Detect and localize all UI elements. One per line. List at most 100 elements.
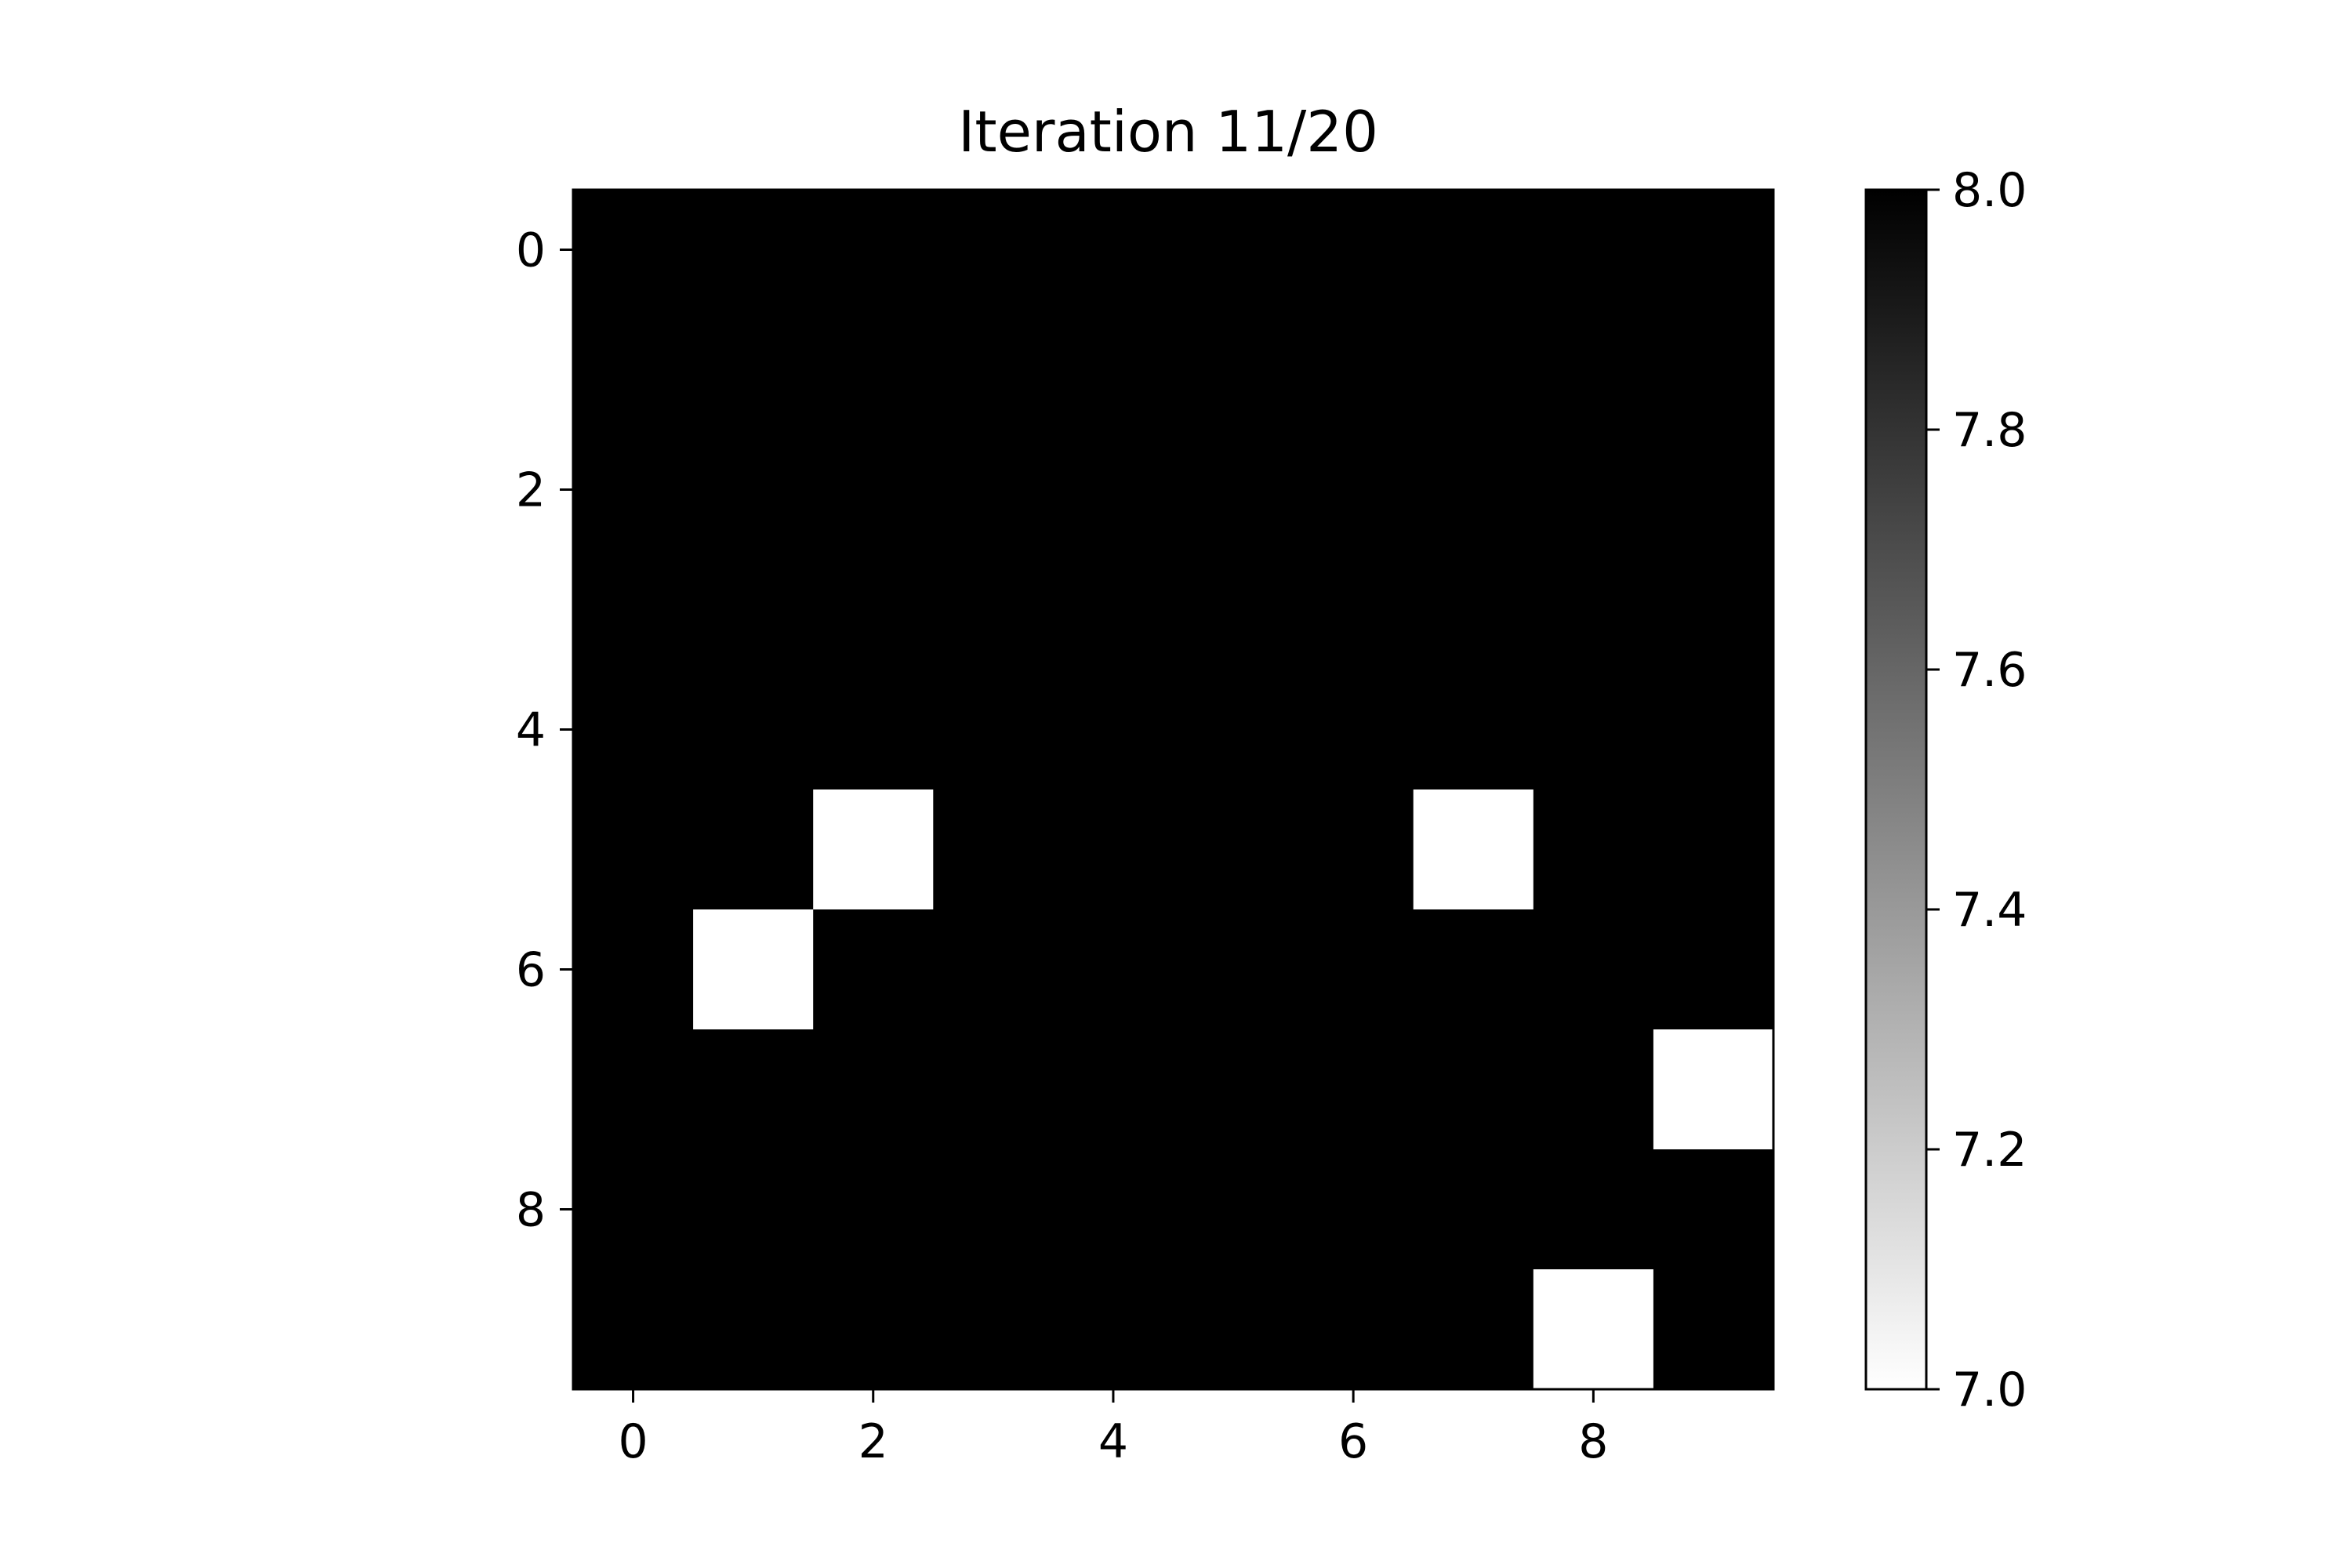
heatmap-cell-r9-c8 bbox=[1533, 1269, 1654, 1390]
colorbar bbox=[1866, 190, 1926, 1389]
heatmap-cell-r5-c3 bbox=[933, 789, 1054, 910]
heatmap-cell-r7-c9 bbox=[1653, 1029, 1774, 1150]
heatmap-cell-r7-c4 bbox=[1053, 1029, 1174, 1150]
heatmap-cell-r2-c9 bbox=[1653, 430, 1774, 550]
heatmap-cell-r8-c5 bbox=[1173, 1149, 1294, 1270]
heatmap-cell-r3-c5 bbox=[1173, 550, 1294, 670]
heatmap-cell-r4-c7 bbox=[1413, 670, 1534, 790]
heatmap-cell-r9-c2 bbox=[813, 1269, 934, 1390]
y-tick-label: 6 bbox=[516, 943, 546, 998]
heatmap-cell-r4-c3 bbox=[933, 670, 1054, 790]
heatmap-cell-r1-c8 bbox=[1533, 310, 1654, 430]
heatmap-cell-r1-c4 bbox=[1053, 310, 1174, 430]
heatmap-cell-r5-c5 bbox=[1173, 789, 1294, 910]
heatmap-cell-r0-c4 bbox=[1053, 190, 1174, 310]
heatmap-cell-r3-c7 bbox=[1413, 550, 1534, 670]
heatmap-cell-r2-c0 bbox=[573, 430, 694, 550]
plot-frame bbox=[572, 188, 1775, 1391]
heatmap-cell-r9-c7 bbox=[1413, 1269, 1534, 1390]
heatmap-cell-r9-c5 bbox=[1173, 1269, 1294, 1390]
heatmap-cell-r5-c7 bbox=[1413, 789, 1534, 910]
heatmap-cell-r8-c8 bbox=[1533, 1149, 1654, 1270]
heatmap-cell-r9-c1 bbox=[693, 1269, 814, 1390]
heatmap-cell-r6-c0 bbox=[573, 909, 694, 1030]
heatmap-cell-r7-c8 bbox=[1533, 1029, 1654, 1150]
heatmap-cell-r0-c5 bbox=[1173, 190, 1294, 310]
heatmap-cell-r5-c4 bbox=[1053, 789, 1174, 910]
x-tick-label: 6 bbox=[1338, 1414, 1368, 1469]
heatmap-cell-r2-c6 bbox=[1293, 430, 1414, 550]
heatmap-cell-r1-c7 bbox=[1413, 310, 1534, 430]
heatmap-cell-r2-c1 bbox=[693, 430, 814, 550]
heatmap-cell-r3-c4 bbox=[1053, 550, 1174, 670]
heatmap-cell-r4-c5 bbox=[1173, 670, 1294, 790]
heatmap-cell-r1-c6 bbox=[1293, 310, 1414, 430]
heatmap-cell-r3-c3 bbox=[933, 550, 1054, 670]
heatmap-cell-r9-c3 bbox=[933, 1269, 1054, 1390]
heatmap-cell-r7-c3 bbox=[933, 1029, 1054, 1150]
heatmap-cell-r6-c9 bbox=[1653, 909, 1774, 1030]
colorbar-tick-label: 8.0 bbox=[1952, 163, 2027, 218]
x-tick-label: 0 bbox=[618, 1414, 648, 1469]
heatmap-cell-r5-c0 bbox=[573, 789, 694, 910]
heatmap-cell-r2-c7 bbox=[1413, 430, 1534, 550]
heatmap-cell-r3-c0 bbox=[573, 550, 694, 670]
heatmap-cell-r4-c2 bbox=[813, 670, 934, 790]
heatmap-cells bbox=[573, 190, 1774, 1390]
y-tick-label: 2 bbox=[516, 463, 546, 518]
heatmap-cell-r5-c2 bbox=[813, 789, 934, 910]
colorbar-tick-label: 7.6 bbox=[1952, 643, 2027, 698]
heatmap-cell-r2-c3 bbox=[933, 430, 1054, 550]
heatmap-cell-r3-c2 bbox=[813, 550, 934, 670]
heatmap-cell-r0-c9 bbox=[1653, 190, 1774, 310]
heatmap-cell-r0-c1 bbox=[693, 190, 814, 310]
heatmap-cell-r5-c1 bbox=[693, 789, 814, 910]
heatmap-cell-r4-c6 bbox=[1293, 670, 1414, 790]
heatmap-cell-r3-c8 bbox=[1533, 550, 1654, 670]
y-tick-label: 0 bbox=[516, 223, 546, 278]
heatmap-cell-r7-c7 bbox=[1413, 1029, 1534, 1150]
y-tick-label: 8 bbox=[516, 1183, 546, 1238]
heatmap-cell-r1-c2 bbox=[813, 310, 934, 430]
heatmap-cell-r0-c7 bbox=[1413, 190, 1534, 310]
colorbar-frame bbox=[1864, 188, 1928, 1391]
x-tick-label: 8 bbox=[1578, 1414, 1608, 1469]
heatmap-cell-r1-c0 bbox=[573, 310, 694, 430]
heatmap-cell-r1-c1 bbox=[693, 310, 814, 430]
heatmap-cell-r8-c0 bbox=[573, 1149, 694, 1270]
heatmap-cell-r2-c2 bbox=[813, 430, 934, 550]
heatmap-cell-r3-c1 bbox=[693, 550, 814, 670]
heatmap-cell-r1-c9 bbox=[1653, 310, 1774, 430]
heatmap-cell-r8-c6 bbox=[1293, 1149, 1414, 1270]
heatmap-cell-r4-c8 bbox=[1533, 670, 1654, 790]
heatmap-cell-r8-c9 bbox=[1653, 1149, 1774, 1270]
heatmap-cell-r6-c5 bbox=[1173, 909, 1294, 1030]
heatmap-cell-r4-c0 bbox=[573, 670, 694, 790]
heatmap-cell-r7-c0 bbox=[573, 1029, 694, 1150]
heatmap-cell-r6-c4 bbox=[1053, 909, 1174, 1030]
heatmap-cell-r8-c1 bbox=[693, 1149, 814, 1270]
heatmap-cell-r0-c8 bbox=[1533, 190, 1654, 310]
heatmap-cell-r8-c4 bbox=[1053, 1149, 1174, 1270]
heatmap-cell-r8-c7 bbox=[1413, 1149, 1534, 1270]
heatmap-cell-r1-c5 bbox=[1173, 310, 1294, 430]
heatmap-cell-r8-c2 bbox=[813, 1149, 934, 1270]
heatmap-cell-r9-c0 bbox=[573, 1269, 694, 1390]
heatmap-cell-r2-c5 bbox=[1173, 430, 1294, 550]
heatmap-cell-r9-c4 bbox=[1053, 1269, 1174, 1390]
heatmap-cell-r0-c0 bbox=[573, 190, 694, 310]
heatmap-cell-r6-c1 bbox=[693, 909, 814, 1030]
heatmap-cell-r7-c5 bbox=[1173, 1029, 1294, 1150]
heatmap-cell-r5-c9 bbox=[1653, 789, 1774, 910]
heatmap-cell-r6-c2 bbox=[813, 909, 934, 1030]
heatmap-cell-r7-c1 bbox=[693, 1029, 814, 1150]
heatmap-cell-r2-c8 bbox=[1533, 430, 1654, 550]
heatmap-cell-r9-c9 bbox=[1653, 1269, 1774, 1390]
heatmap-cell-r6-c7 bbox=[1413, 909, 1534, 1030]
heatmap-cell-r4-c9 bbox=[1653, 670, 1774, 790]
colorbar-tick-label: 7.4 bbox=[1952, 883, 2027, 938]
chart-title: Iteration 11/20 bbox=[958, 99, 1378, 165]
heatmap-cell-r4-c4 bbox=[1053, 670, 1174, 790]
heatmap-cell-r9-c6 bbox=[1293, 1269, 1414, 1390]
